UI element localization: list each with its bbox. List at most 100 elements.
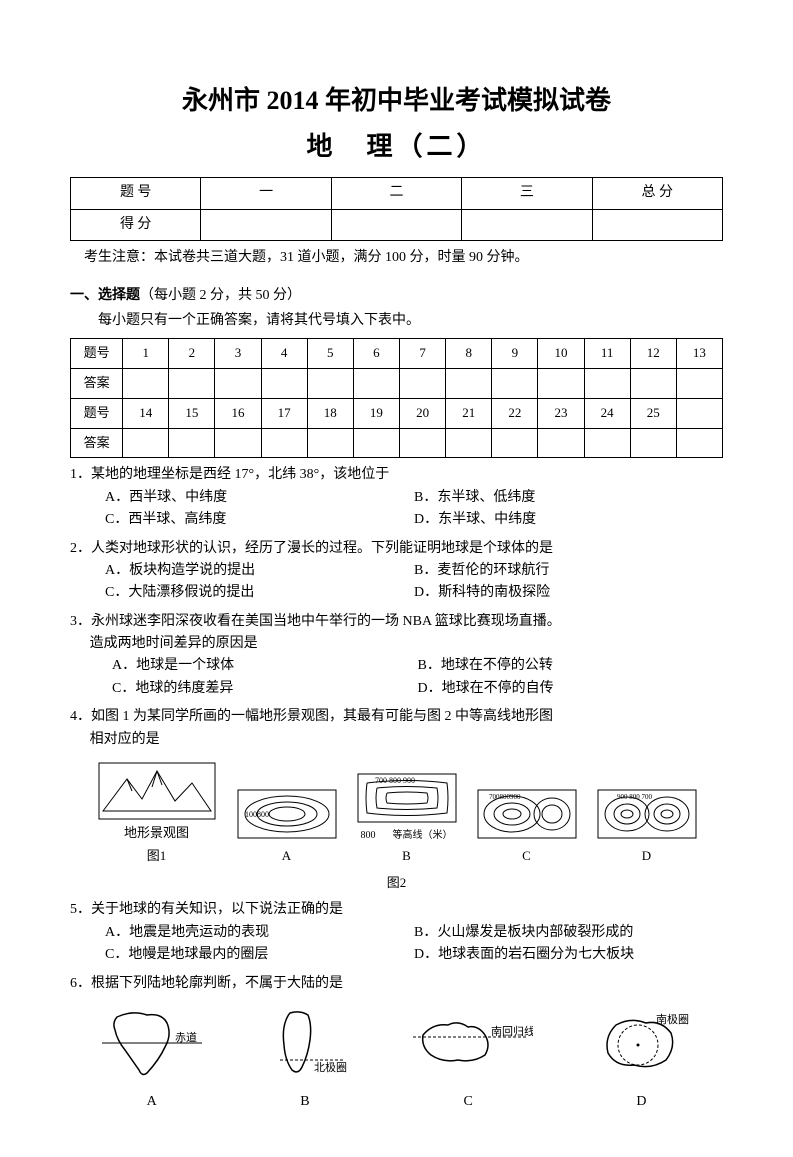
answer-cell <box>446 428 492 458</box>
q4-option-a: A <box>237 846 337 867</box>
q6-option-a: A <box>97 1091 207 1113</box>
contour-d-icon: 900 800 700 <box>597 789 697 844</box>
africa-icon: 赤道 <box>97 1005 207 1085</box>
score-header: 二 <box>331 178 461 209</box>
q1-option-a: A．西半球、中纬度 <box>105 487 414 509</box>
contour-c-block: 700800900 C <box>477 789 577 867</box>
q5-option-b: B．火山爆发是板块内部破裂形成的 <box>414 922 723 944</box>
answer-num: 7 <box>400 339 446 369</box>
score-header: 一 <box>201 178 331 209</box>
answer-num: 23 <box>538 398 584 428</box>
answer-num: 19 <box>353 398 399 428</box>
answer-num: 16 <box>215 398 261 428</box>
answer-num: 15 <box>169 398 215 428</box>
answer-cell <box>123 368 169 398</box>
score-table: 题 号 一 二 三 总 分 得 分 <box>70 177 723 241</box>
question-1: 1．某地的地理坐标是西经 17°，北纬 38°，该地位于 A．西半球、中纬度 B… <box>70 464 723 531</box>
answer-cell <box>261 428 307 458</box>
q4-figure-row: 地形景观图 图1 100800 A 700 800 900 <box>70 761 723 867</box>
answer-row-label: 题号 <box>71 339 123 369</box>
answer-cell <box>215 368 261 398</box>
table-row: 得 分 <box>71 209 723 240</box>
answer-cell <box>261 368 307 398</box>
answer-num: 12 <box>630 339 676 369</box>
answer-cell <box>215 428 261 458</box>
answer-num: 20 <box>400 398 446 428</box>
answer-num: 9 <box>492 339 538 369</box>
answer-cell <box>123 428 169 458</box>
q6-option-b: B <box>260 1091 350 1113</box>
q1-option-b: B．东半球、低纬度 <box>414 487 723 509</box>
equator-label: 赤道 <box>175 1030 197 1044</box>
question-2: 2．人类对地球形状的认识，经历了漫长的过程。下列能证明地球是个球体的是 A．板块… <box>70 538 723 605</box>
tropic-s-label: 南回归线 <box>491 1024 533 1038</box>
q5-stem: 5．关于地球的有关知识，以下说法正确的是 <box>70 899 723 921</box>
answer-num: 5 <box>307 339 353 369</box>
question-4: 4．如图 1 为某同学所画的一幅地形景观图，其最有可能与图 2 中等高线地形图 … <box>70 706 723 893</box>
table-row: 题号 1 2 3 4 5 6 7 8 9 10 11 12 13 <box>71 339 723 369</box>
answer-cell <box>492 428 538 458</box>
answer-num: 8 <box>446 339 492 369</box>
answer-num: 13 <box>676 339 722 369</box>
question-6: 6．根据下列陆地轮廓判断，不属于大陆的是 赤道 A 北极圈 B <box>70 973 723 1114</box>
table-row: 答案 <box>71 428 723 458</box>
answer-cell <box>630 368 676 398</box>
fig2-label: 图2 <box>70 873 723 894</box>
section-heading: 一、选择题（每小题 2 分，共 50 分） <box>70 285 723 307</box>
q6-stem: 6．根据下列陆地轮廓判断，不属于大陆的是 <box>70 973 723 995</box>
q5-option-d: D．地球表面的岩石圈分为七大板块 <box>414 944 723 966</box>
exam-note: 考生注意：本试卷共三道大题，31 道小题，满分 100 分，时量 90 分钟。 <box>70 247 723 269</box>
q6-option-c: C <box>403 1091 533 1113</box>
section-heading-rest: （每小题 2 分，共 50 分） <box>140 288 301 303</box>
score-cell <box>331 209 461 240</box>
answer-row-label: 答案 <box>71 428 123 458</box>
answer-num: 14 <box>123 398 169 428</box>
answer-num: 18 <box>307 398 353 428</box>
question-5: 5．关于地球的有关知识，以下说法正确的是 A．地震是地壳运动的表现 B．火山爆发… <box>70 899 723 966</box>
fig1-block: 地形景观图 图1 <box>97 761 217 867</box>
contour-a-icon: 100800 <box>237 789 337 844</box>
table-row: 题 号 一 二 三 总 分 <box>71 178 723 209</box>
answer-num: 1 <box>123 339 169 369</box>
answer-row-label: 答案 <box>71 368 123 398</box>
answer-cell <box>169 428 215 458</box>
contour-a-block: 100800 A <box>237 789 337 867</box>
answer-cell <box>584 368 630 398</box>
answer-num: 21 <box>446 398 492 428</box>
q5-option-c: C．地幔是地球最内的圈层 <box>105 944 414 966</box>
q5-option-a: A．地震是地壳运动的表现 <box>105 922 414 944</box>
answer-cell <box>307 368 353 398</box>
answer-cell <box>630 428 676 458</box>
answer-cell <box>353 428 399 458</box>
q6-option-d: D <box>586 1091 696 1113</box>
answer-num: 22 <box>492 398 538 428</box>
answer-num: 4 <box>261 339 307 369</box>
question-3: 3．永州球迷李阳深夜收看在美国当地中午举行的一场 NBA 篮球比赛现场直播。 造… <box>70 611 723 701</box>
score-cell <box>201 209 331 240</box>
score-cell <box>462 209 592 240</box>
q3-stem1: 3．永州球迷李阳深夜收看在美国当地中午举行的一场 NBA 篮球比赛现场直播。 <box>70 611 723 633</box>
continent-d-block: 南极圈 D <box>586 1005 696 1113</box>
q6-figure-row: 赤道 A 北极圈 B 南回归线 C <box>70 1005 723 1113</box>
answer-cell <box>307 428 353 458</box>
contour-c-icon: 700800900 <box>477 789 577 844</box>
continent-b-block: 北极圈 B <box>260 1005 350 1113</box>
answer-num: 3 <box>215 339 261 369</box>
contour-c-num: 700800900 <box>489 793 521 801</box>
sub-title: 地 理（二） <box>70 126 723 168</box>
answer-cell <box>446 368 492 398</box>
answer-cell <box>169 368 215 398</box>
fig1-caption: 地形景观图 <box>97 823 217 844</box>
answer-num: 2 <box>169 339 215 369</box>
answer-cell <box>400 368 446 398</box>
score-header: 总 分 <box>592 178 722 209</box>
answer-cell <box>538 428 584 458</box>
section-heading-bold: 一、选择题 <box>70 288 140 303</box>
main-title: 永州市 2014 年初中毕业考试模拟试卷 <box>70 80 723 122</box>
answer-num: 24 <box>584 398 630 428</box>
answer-cell <box>584 428 630 458</box>
answer-cell <box>400 428 446 458</box>
landscape-icon <box>97 761 217 821</box>
australia-icon: 南回归线 <box>403 1005 533 1085</box>
contour-b-block: 700 800 900 800 等高线（米） B <box>357 773 457 867</box>
